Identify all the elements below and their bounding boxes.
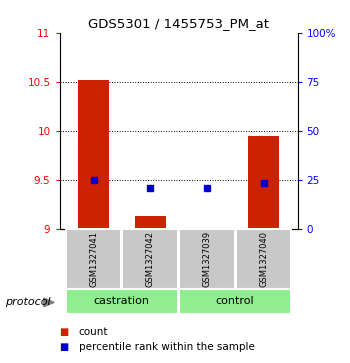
Text: GSM1327040: GSM1327040 bbox=[259, 231, 268, 287]
Text: protocol: protocol bbox=[5, 297, 51, 307]
Polygon shape bbox=[44, 298, 54, 307]
Text: GSM1327042: GSM1327042 bbox=[146, 231, 155, 287]
Bar bbox=[66, 289, 178, 314]
Text: percentile rank within the sample: percentile rank within the sample bbox=[79, 342, 255, 352]
Bar bbox=[179, 229, 235, 289]
Title: GDS5301 / 1455753_PM_at: GDS5301 / 1455753_PM_at bbox=[88, 17, 269, 30]
Bar bbox=[248, 136, 279, 229]
Bar bbox=[78, 80, 109, 229]
Text: GSM1327041: GSM1327041 bbox=[89, 231, 98, 287]
Text: ■: ■ bbox=[60, 327, 69, 337]
Bar bbox=[122, 229, 178, 289]
Text: ■: ■ bbox=[60, 342, 69, 352]
Text: control: control bbox=[216, 296, 254, 306]
Bar bbox=[135, 216, 166, 229]
Bar bbox=[66, 229, 121, 289]
Text: count: count bbox=[79, 327, 108, 337]
Text: castration: castration bbox=[94, 296, 150, 306]
Bar bbox=[179, 289, 291, 314]
Bar bbox=[236, 229, 291, 289]
Bar bbox=[191, 228, 222, 229]
Text: GSM1327039: GSM1327039 bbox=[202, 231, 211, 287]
